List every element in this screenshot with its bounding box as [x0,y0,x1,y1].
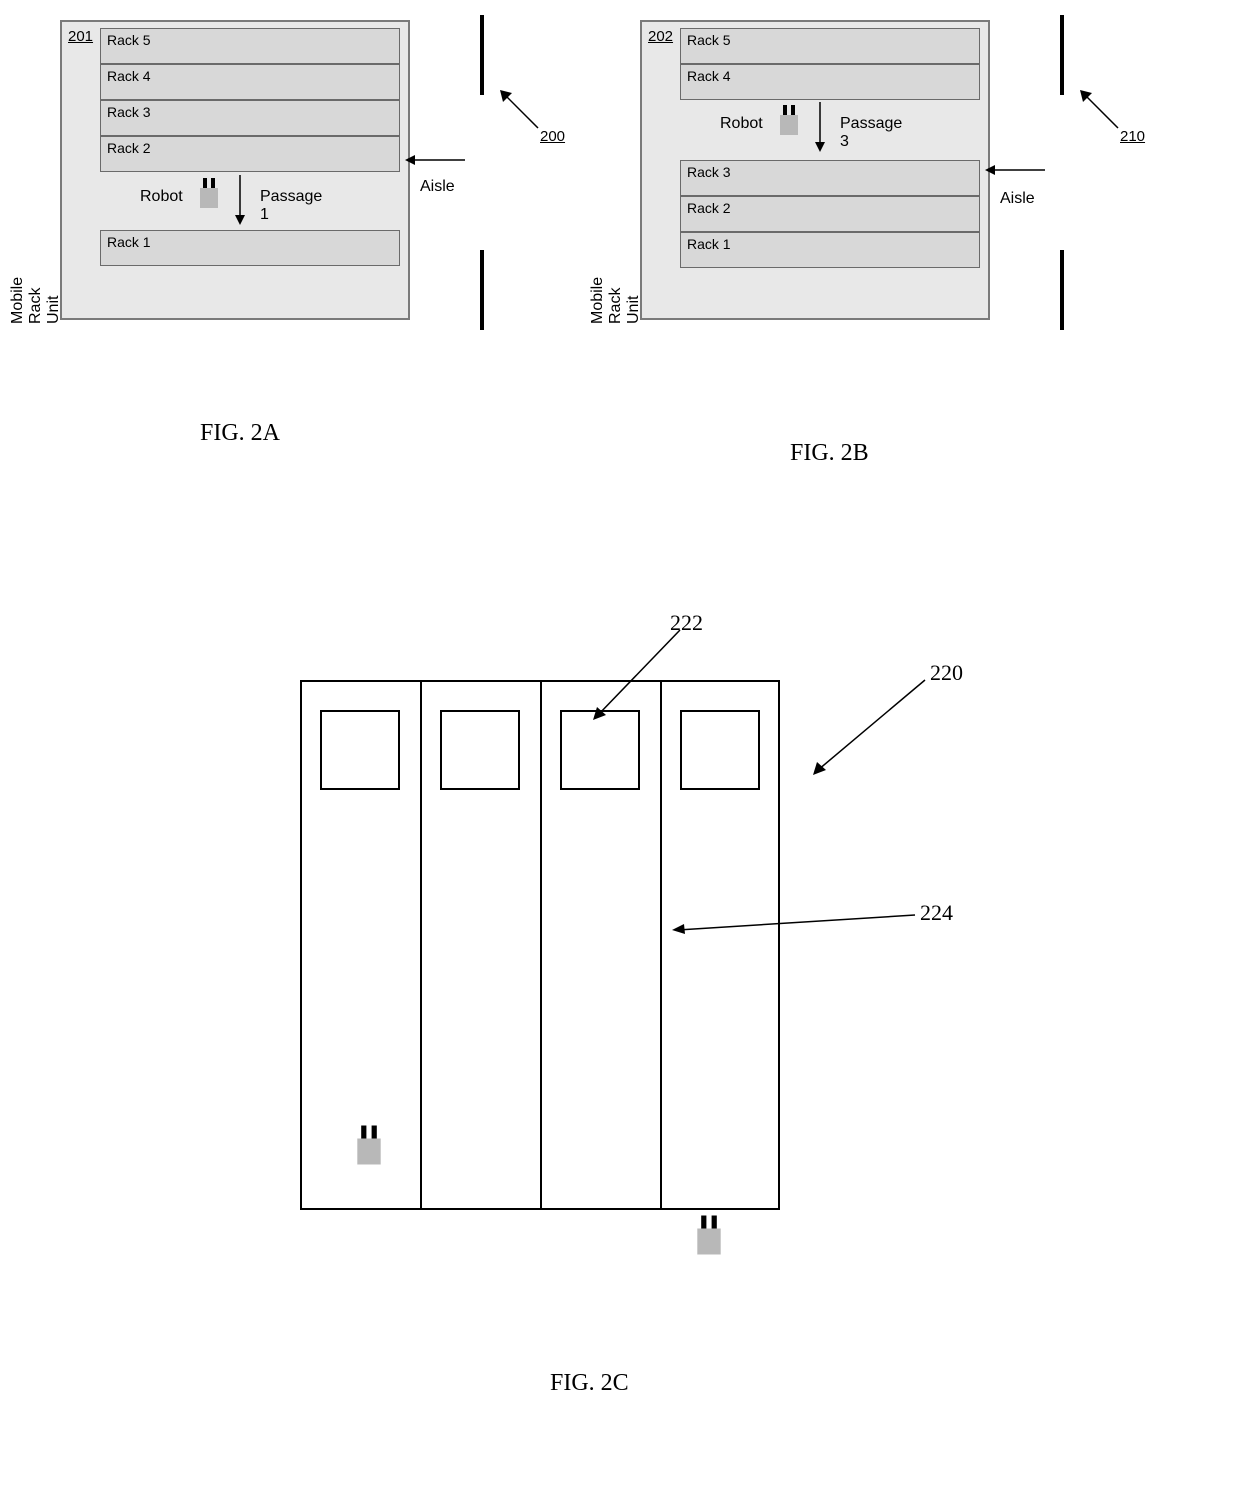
rack-a3: Rack 3 [100,100,400,136]
rack-b3: Rack 3 [680,160,980,196]
aisle-bar-a-top [480,15,484,95]
aisle-bar-b-top [1060,15,1064,95]
pointer-210: 210 [1120,128,1145,145]
rack-b5: Rack 5 [680,28,980,64]
pointer-arrow-200 [500,90,540,130]
robot-icon-a [200,178,218,208]
inner-sq-4 [680,710,760,790]
passage-arrow-a [230,175,250,225]
aisle-bar-a-bot [480,250,484,330]
aisle-bar-b-bot [1060,250,1064,330]
caption-2c: FIG. 2C [550,1370,629,1397]
aisle-arrow-a [405,150,470,170]
aisle-arrow-b [985,160,1050,180]
unit-label-2a: Mobile Rack Unit [9,277,63,324]
arrow-222 [590,630,690,725]
rack-b2: Rack 2 [680,196,980,232]
col-div-2 [540,680,542,1210]
aisle-label-b: Aisle [1000,190,1035,208]
robot-label-a: Robot [140,188,183,206]
ref-220: 220 [930,660,963,686]
arrow-220 [810,680,930,780]
pointer-arrow-210 [1080,90,1120,130]
ref-201: 201 [68,28,93,45]
col-div-1 [420,680,422,1210]
inner-sq-2 [440,710,520,790]
passage-arrow-b [810,102,830,152]
caption-2b: FIG. 2B [790,440,869,467]
rack-b1: Rack 1 [680,232,980,268]
rack-a2: Rack 2 [100,136,400,172]
rack-b4: Rack 4 [680,64,980,100]
caption-2a: FIG. 2A [200,420,280,447]
aisle-label-a: Aisle [420,178,455,196]
rack-a5: Rack 5 [100,28,400,64]
unit-label-2b: Mobile Rack Unit [589,277,643,324]
robot-icon-b [780,105,798,135]
robot-icon-c2 [697,1216,720,1255]
rack-a1: Rack 1 [100,230,400,266]
rack-a4: Rack 4 [100,64,400,100]
robot-label-b: Robot [720,115,763,133]
passage-label-b: Passage 3 [840,115,902,151]
robot-icon-c1 [357,1126,380,1165]
col-div-3 [660,680,662,1210]
inner-sq-1 [320,710,400,790]
pointer-200: 200 [540,128,565,145]
ref-202: 202 [648,28,673,45]
passage-label-a: Passage 1 [260,188,322,224]
ref-224: 224 [920,900,953,926]
arrow-224 [670,912,920,932]
